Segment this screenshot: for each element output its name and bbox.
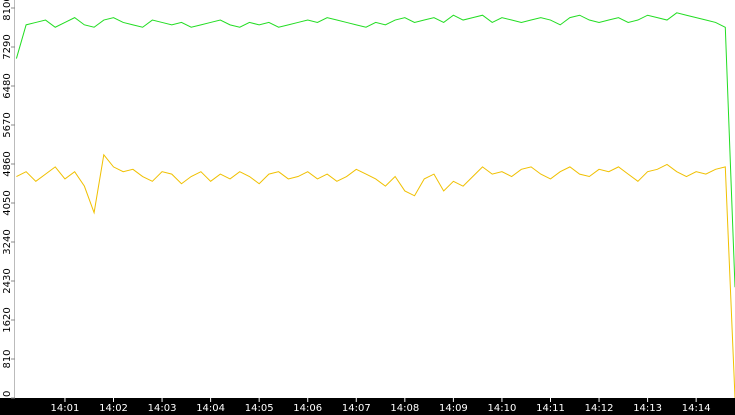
series-line [16, 153, 735, 399]
x-tick-label: 14:11 [536, 403, 565, 414]
y-tick-label: 0 [2, 391, 13, 397]
y-tick-label: 1620 [2, 307, 13, 332]
x-tick-label: 14:10 [488, 403, 517, 414]
y-tick-label: 810 [2, 349, 13, 368]
x-tick-label: 14:09 [439, 403, 468, 414]
y-tick-label: 5670 [2, 112, 13, 137]
y-tick-label: 8100 [2, 0, 13, 21]
x-tick-label: 14:04 [196, 403, 225, 414]
x-tick-label: 14:13 [633, 403, 662, 414]
x-tick-label: 14:03 [148, 403, 177, 414]
x-tick-label: 14:12 [585, 403, 614, 414]
x-tick-label: 14:01 [51, 403, 80, 414]
y-tick-label: 4050 [2, 190, 13, 215]
y-tick-label: 6480 [2, 73, 13, 98]
series-line [15, 12, 735, 288]
x-tick-label: 14:05 [245, 403, 274, 414]
x-axis-bar [0, 398, 735, 415]
y-tick-label: 7290 [2, 34, 13, 59]
x-tick-label: 14:02 [99, 403, 128, 414]
y-tick-label: 4860 [2, 151, 13, 176]
y-tick-label: 3240 [2, 229, 13, 254]
x-tick-label: 14:08 [390, 403, 419, 414]
x-tick-label: 14:07 [342, 403, 371, 414]
x-tick-label: 14:06 [293, 403, 322, 414]
x-tick-label: 14:14 [682, 403, 711, 414]
y-tick-label: 2430 [2, 268, 13, 293]
